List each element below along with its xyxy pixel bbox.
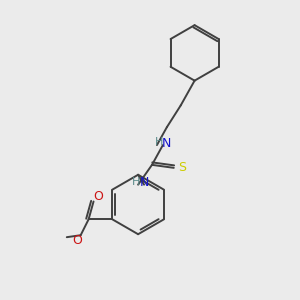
Text: S: S [178, 161, 186, 174]
Text: O: O [72, 234, 82, 247]
Text: H: H [132, 177, 140, 187]
Text: N: N [140, 176, 149, 189]
Text: O: O [94, 190, 103, 203]
Text: N: N [162, 136, 172, 150]
Text: H: H [155, 137, 163, 147]
